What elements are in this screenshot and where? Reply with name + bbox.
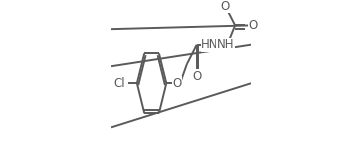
Text: NH: NH [216,38,234,51]
Text: O: O [173,77,182,90]
Text: O: O [192,70,201,83]
Text: HN: HN [201,38,219,51]
Text: Cl: Cl [113,77,125,90]
Text: O: O [249,19,258,32]
Text: O: O [221,0,230,13]
